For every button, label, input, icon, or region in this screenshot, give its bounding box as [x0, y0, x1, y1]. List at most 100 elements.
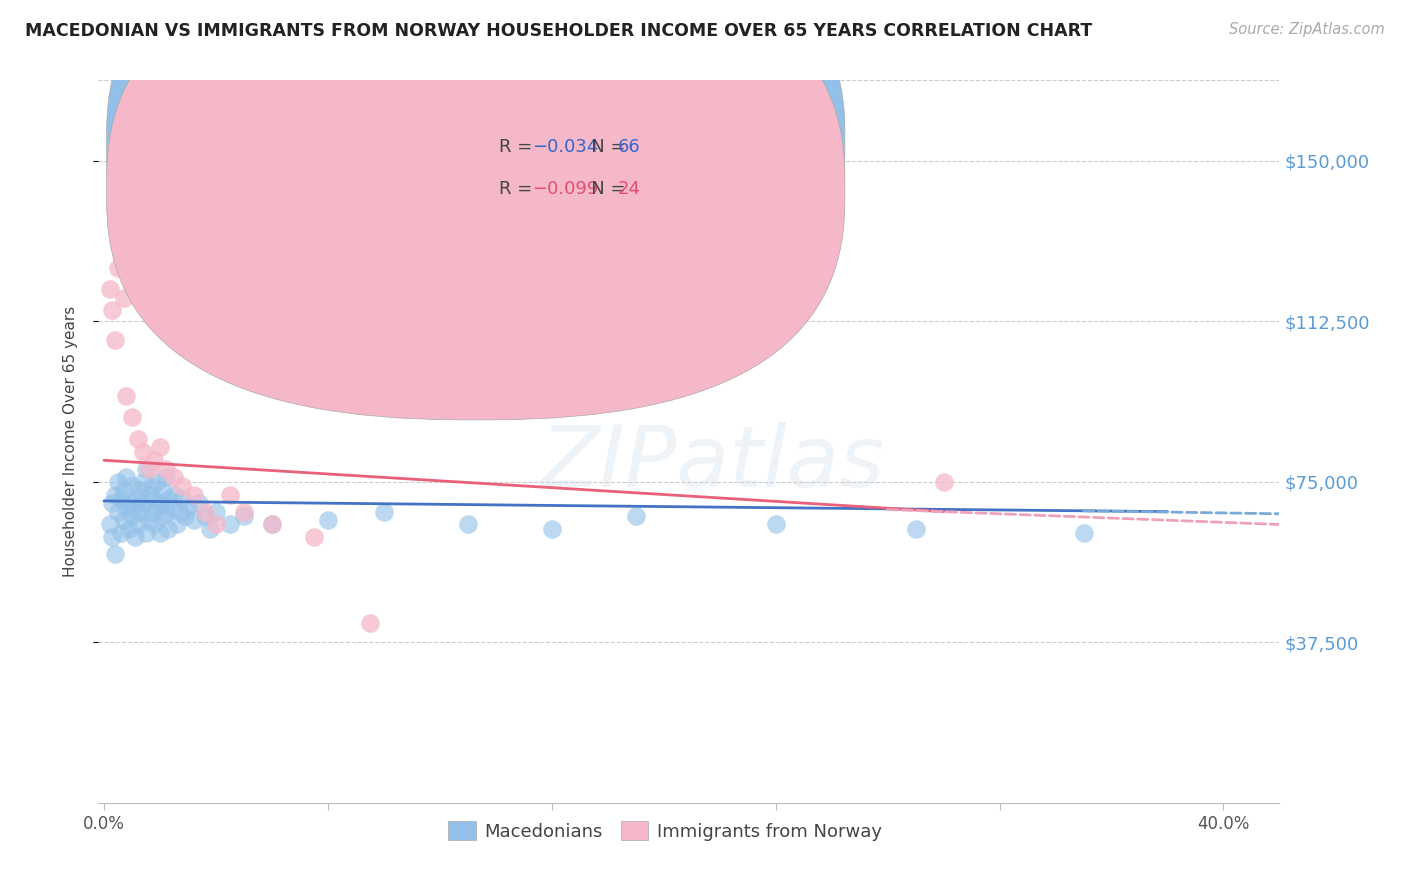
Point: [160, 500, 183, 515]
Point: [121, 479, 143, 493]
Point: [135, 462, 157, 476]
Point: [188, 496, 211, 510]
Point: [121, 508, 143, 523]
Point: [104, 334, 127, 348]
Text: −0.099: −0.099: [531, 180, 598, 198]
Point: [169, 505, 191, 519]
Point: [194, 505, 217, 519]
Text: N =: N =: [575, 180, 631, 198]
Point: [233, 505, 256, 519]
Point: [260, 517, 283, 532]
Point: [219, 487, 242, 501]
Point: [132, 475, 155, 489]
Point: [157, 491, 180, 506]
Text: 24: 24: [619, 180, 641, 198]
Point: [129, 505, 152, 519]
Point: [104, 487, 127, 501]
Text: MACEDONIAN VS IMMIGRANTS FROM NORWAY HOUSEHOLDER INCOME OVER 65 YEARS CORRELATIO: MACEDONIAN VS IMMIGRANTS FROM NORWAY HOU…: [25, 22, 1092, 40]
Point: [166, 517, 188, 532]
Point: [260, 517, 283, 532]
Point: [112, 513, 135, 527]
Point: [129, 483, 152, 498]
Point: [101, 496, 124, 510]
Point: [172, 491, 194, 506]
Text: R =: R =: [499, 180, 537, 198]
Point: [149, 526, 172, 541]
Point: [127, 432, 149, 446]
Point: [124, 530, 146, 544]
Point: [98, 517, 121, 532]
Text: −0.034: −0.034: [531, 138, 598, 156]
Point: [540, 522, 562, 536]
Point: [98, 282, 121, 296]
Point: [163, 487, 186, 501]
Point: [177, 500, 200, 515]
Point: [124, 500, 146, 515]
Point: [157, 522, 180, 536]
Point: [457, 517, 479, 532]
Point: [205, 517, 228, 532]
Point: [127, 517, 149, 532]
Point: [302, 530, 325, 544]
Point: [141, 505, 163, 519]
Point: [146, 500, 169, 515]
Point: [155, 462, 177, 476]
Point: [138, 513, 160, 527]
Point: [183, 513, 205, 527]
Point: [172, 479, 194, 493]
Point: [316, 513, 339, 527]
FancyBboxPatch shape: [107, 0, 845, 375]
Point: [155, 505, 177, 519]
Text: N =: N =: [575, 138, 631, 156]
Point: [101, 303, 124, 318]
Point: [115, 470, 138, 484]
Point: [624, 508, 647, 523]
Point: [121, 410, 143, 425]
Point: [115, 500, 138, 515]
Point: [149, 441, 172, 455]
Point: [233, 508, 256, 523]
Point: [765, 517, 787, 532]
Point: [149, 496, 172, 510]
Point: [127, 491, 149, 506]
Text: Source: ZipAtlas.com: Source: ZipAtlas.com: [1229, 22, 1385, 37]
Point: [373, 505, 395, 519]
FancyBboxPatch shape: [434, 116, 718, 228]
Point: [200, 522, 222, 536]
Y-axis label: Householder Income Over 65 years: Householder Income Over 65 years: [63, 306, 77, 577]
Point: [205, 505, 228, 519]
Point: [138, 462, 160, 476]
Point: [219, 517, 242, 532]
Point: [110, 526, 132, 541]
Point: [115, 389, 138, 403]
Point: [146, 475, 169, 489]
Text: ZIPatlas: ZIPatlas: [540, 422, 884, 505]
Point: [194, 508, 217, 523]
Text: 66: 66: [619, 138, 641, 156]
Legend: Macedonians, Immigrants from Norway: Macedonians, Immigrants from Norway: [441, 814, 890, 848]
Point: [174, 508, 197, 523]
FancyBboxPatch shape: [107, 0, 845, 420]
Point: [118, 496, 141, 510]
Point: [1073, 526, 1095, 541]
Point: [163, 470, 186, 484]
Point: [359, 615, 381, 630]
Point: [107, 475, 129, 489]
Point: [101, 530, 124, 544]
Point: [932, 475, 955, 489]
Point: [112, 483, 135, 498]
Point: [155, 470, 177, 484]
Point: [141, 479, 163, 493]
Point: [138, 487, 160, 501]
Point: [904, 522, 927, 536]
Point: [110, 491, 132, 506]
Point: [143, 491, 166, 506]
Point: [104, 548, 127, 562]
Point: [107, 260, 129, 275]
Point: [132, 496, 155, 510]
Point: [107, 505, 129, 519]
Point: [112, 291, 135, 305]
Point: [143, 517, 166, 532]
Point: [118, 522, 141, 536]
Text: R =: R =: [499, 138, 537, 156]
